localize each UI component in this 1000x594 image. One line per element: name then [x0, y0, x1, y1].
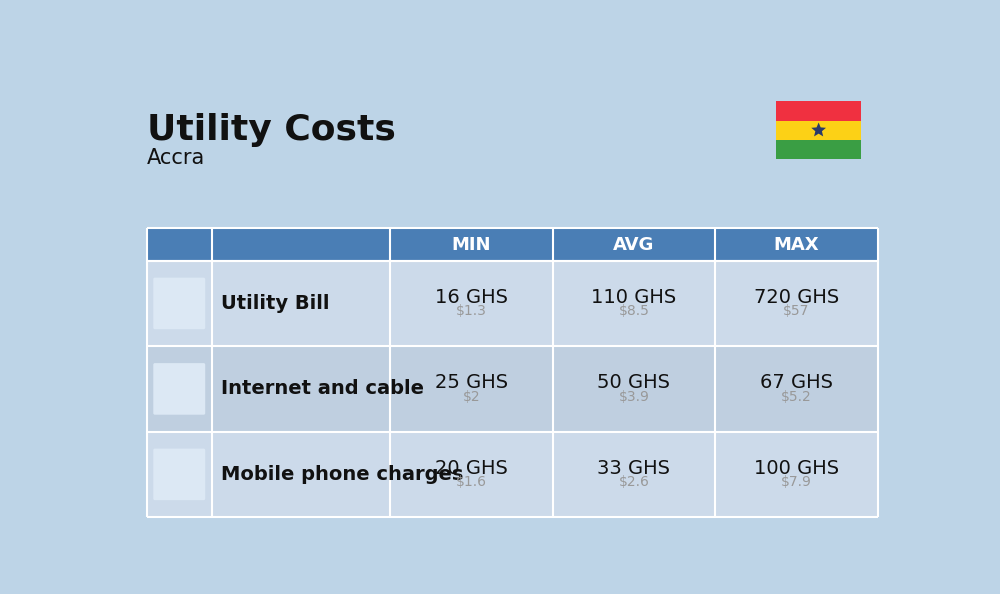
FancyBboxPatch shape [153, 363, 205, 415]
Text: 720 GHS: 720 GHS [754, 287, 839, 307]
Text: $2: $2 [463, 390, 480, 403]
Text: 110 GHS: 110 GHS [591, 287, 677, 307]
Text: $1.6: $1.6 [456, 475, 487, 489]
Text: $1.3: $1.3 [456, 304, 487, 318]
Text: MAX: MAX [774, 236, 819, 254]
Bar [776, 121, 861, 140]
Bar [147, 346, 212, 432]
Text: 100 GHS: 100 GHS [754, 459, 839, 478]
Text: Internet and cable: Internet and cable [221, 380, 424, 399]
Text: Utility Costs: Utility Costs [147, 113, 396, 147]
Bar [212, 261, 390, 346]
Text: MIN: MIN [452, 236, 491, 254]
Bar [212, 346, 390, 432]
Text: $3.9: $3.9 [619, 390, 649, 403]
Text: 50 GHS: 50 GHS [597, 373, 670, 392]
Text: Mobile phone charges: Mobile phone charges [221, 465, 463, 484]
Bar [553, 432, 715, 517]
Text: $5.2: $5.2 [781, 390, 812, 403]
Bar [390, 228, 553, 261]
Text: 25 GHS: 25 GHS [435, 373, 508, 392]
Bar [715, 228, 878, 261]
Bar [776, 102, 861, 121]
Bar [715, 346, 878, 432]
Text: 33 GHS: 33 GHS [597, 459, 670, 478]
Bar [553, 228, 715, 261]
Bar [715, 261, 878, 346]
Bar [212, 432, 390, 517]
Bar [212, 228, 390, 261]
Bar [715, 432, 878, 517]
Text: AVG: AVG [613, 236, 655, 254]
Bar [147, 432, 212, 517]
Text: $2.6: $2.6 [619, 475, 649, 489]
Bar [553, 261, 715, 346]
Text: $7.9: $7.9 [781, 475, 812, 489]
Bar [390, 432, 553, 517]
FancyBboxPatch shape [153, 277, 205, 329]
Text: $57: $57 [783, 304, 810, 318]
FancyBboxPatch shape [153, 448, 205, 500]
Text: $8.5: $8.5 [619, 304, 649, 318]
Bar [553, 346, 715, 432]
Text: 16 GHS: 16 GHS [435, 287, 508, 307]
Text: Utility Bill: Utility Bill [221, 294, 330, 313]
Bar [147, 228, 212, 261]
Text: 20 GHS: 20 GHS [435, 459, 508, 478]
Bar [390, 261, 553, 346]
Text: 67 GHS: 67 GHS [760, 373, 833, 392]
Text: Accra: Accra [147, 147, 205, 168]
Bar [147, 261, 212, 346]
Polygon shape [811, 122, 826, 137]
Bar [390, 346, 553, 432]
Bar [776, 140, 861, 159]
